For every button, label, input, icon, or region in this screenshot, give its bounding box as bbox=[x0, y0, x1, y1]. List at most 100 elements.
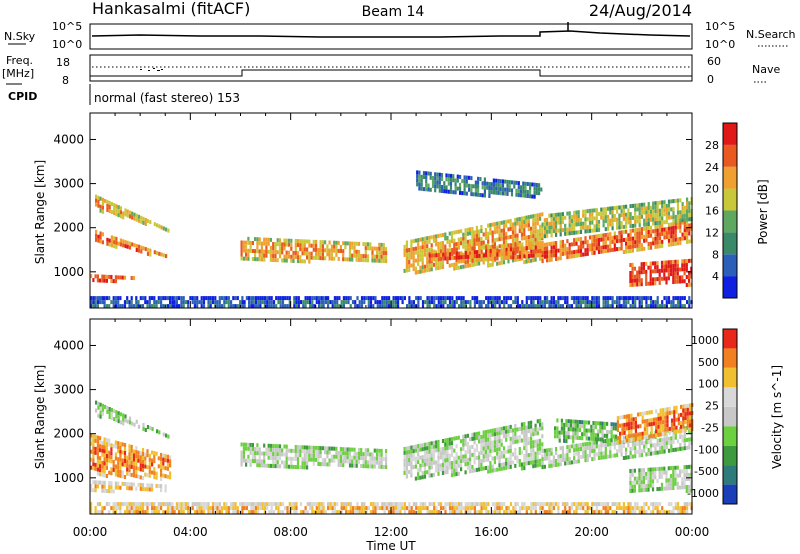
data-cell bbox=[469, 457, 472, 462]
data-cell bbox=[421, 237, 424, 242]
data-cell bbox=[306, 502, 309, 507]
data-cell bbox=[101, 440, 104, 445]
data-cell bbox=[184, 300, 187, 305]
data-cell bbox=[564, 231, 567, 236]
data-cell bbox=[633, 488, 636, 493]
data-cell bbox=[656, 467, 659, 472]
data-cell bbox=[130, 482, 133, 487]
data-cell bbox=[169, 300, 172, 305]
data-cell bbox=[135, 510, 138, 515]
data-cell bbox=[301, 243, 304, 248]
data-cell bbox=[468, 187, 471, 192]
data-cell bbox=[367, 506, 370, 511]
data-cell bbox=[416, 170, 419, 175]
data-cell bbox=[533, 186, 536, 191]
data-cell bbox=[164, 484, 167, 489]
data-cell bbox=[586, 217, 589, 222]
data-cell bbox=[443, 181, 446, 186]
data-cell bbox=[306, 296, 309, 301]
data-cell bbox=[489, 227, 492, 232]
data-cell bbox=[157, 510, 160, 515]
data-cell bbox=[457, 237, 460, 242]
nsearch-label: N.Search bbox=[746, 28, 796, 41]
data-cell bbox=[464, 236, 467, 241]
freq-tick-top: 18 bbox=[56, 56, 70, 69]
data-cell bbox=[672, 234, 675, 238]
data-cell bbox=[378, 464, 381, 469]
data-cell bbox=[335, 450, 338, 455]
data-cell bbox=[512, 251, 515, 256]
data-cell bbox=[688, 282, 691, 287]
data-cell bbox=[564, 457, 567, 462]
data-cell bbox=[90, 449, 93, 454]
data-cell bbox=[622, 436, 625, 440]
y-tick-label: 1000 bbox=[53, 265, 84, 279]
data-cell bbox=[153, 455, 156, 460]
data-cell bbox=[265, 237, 268, 242]
data-cell bbox=[629, 304, 632, 309]
data-cell bbox=[313, 510, 316, 515]
data-cell bbox=[680, 412, 683, 417]
data-cell bbox=[141, 464, 145, 468]
noise-panel: N.Sky 10^5 10^0 10^5 10^0 N.Search bbox=[4, 20, 796, 51]
data-cell bbox=[500, 248, 503, 253]
data-cell bbox=[240, 252, 243, 257]
data-cell bbox=[421, 249, 424, 254]
data-cell bbox=[211, 296, 215, 301]
data-cell bbox=[640, 247, 643, 252]
data-cell bbox=[636, 441, 639, 446]
data-cell bbox=[451, 300, 454, 305]
data-cell bbox=[638, 211, 641, 216]
data-cell bbox=[424, 506, 427, 511]
data-cell bbox=[628, 414, 631, 419]
data-cell bbox=[541, 251, 544, 256]
data-cell bbox=[482, 260, 485, 265]
data-cell bbox=[200, 506, 203, 511]
data-cell bbox=[504, 187, 507, 192]
data-cell bbox=[427, 187, 430, 192]
data-cell bbox=[557, 212, 560, 217]
data-cell bbox=[169, 502, 172, 507]
data-cell bbox=[254, 300, 257, 305]
data-cell bbox=[126, 419, 129, 424]
data-cell bbox=[162, 461, 165, 466]
data-cell bbox=[148, 469, 151, 474]
data-cell bbox=[349, 506, 352, 511]
data-cell bbox=[274, 254, 277, 259]
data-cell bbox=[403, 268, 406, 273]
data-cell bbox=[362, 460, 365, 465]
data-cell bbox=[514, 255, 517, 260]
data-cell bbox=[523, 462, 526, 467]
data-cell bbox=[106, 207, 109, 212]
data-cell bbox=[126, 300, 129, 305]
data-cell bbox=[214, 296, 217, 301]
data-cell bbox=[530, 241, 533, 246]
data-cell bbox=[536, 439, 539, 444]
data-cell bbox=[428, 267, 431, 272]
data-cell bbox=[286, 510, 289, 515]
data-cell bbox=[417, 238, 420, 243]
data-cell bbox=[507, 227, 510, 232]
data-cell bbox=[579, 443, 583, 447]
data-cell bbox=[99, 300, 102, 305]
data-cell bbox=[434, 188, 437, 193]
data-cell bbox=[663, 264, 666, 269]
data-cell bbox=[382, 247, 385, 251]
data-cell bbox=[506, 191, 509, 196]
data-cell bbox=[577, 459, 580, 464]
data-cell bbox=[369, 304, 373, 309]
data-cell bbox=[673, 422, 676, 427]
data-cell bbox=[426, 304, 429, 309]
data-cell bbox=[277, 502, 280, 507]
data-cell bbox=[283, 246, 286, 251]
data-cell bbox=[261, 506, 264, 511]
data-cell bbox=[94, 480, 97, 485]
data-cell bbox=[517, 185, 520, 190]
data-cell bbox=[445, 189, 448, 194]
data-cell bbox=[417, 242, 420, 247]
data-cell bbox=[649, 439, 653, 444]
data-cell bbox=[435, 444, 438, 449]
data-cell bbox=[511, 222, 515, 227]
data-cell bbox=[561, 296, 564, 301]
data-cell bbox=[428, 304, 431, 309]
